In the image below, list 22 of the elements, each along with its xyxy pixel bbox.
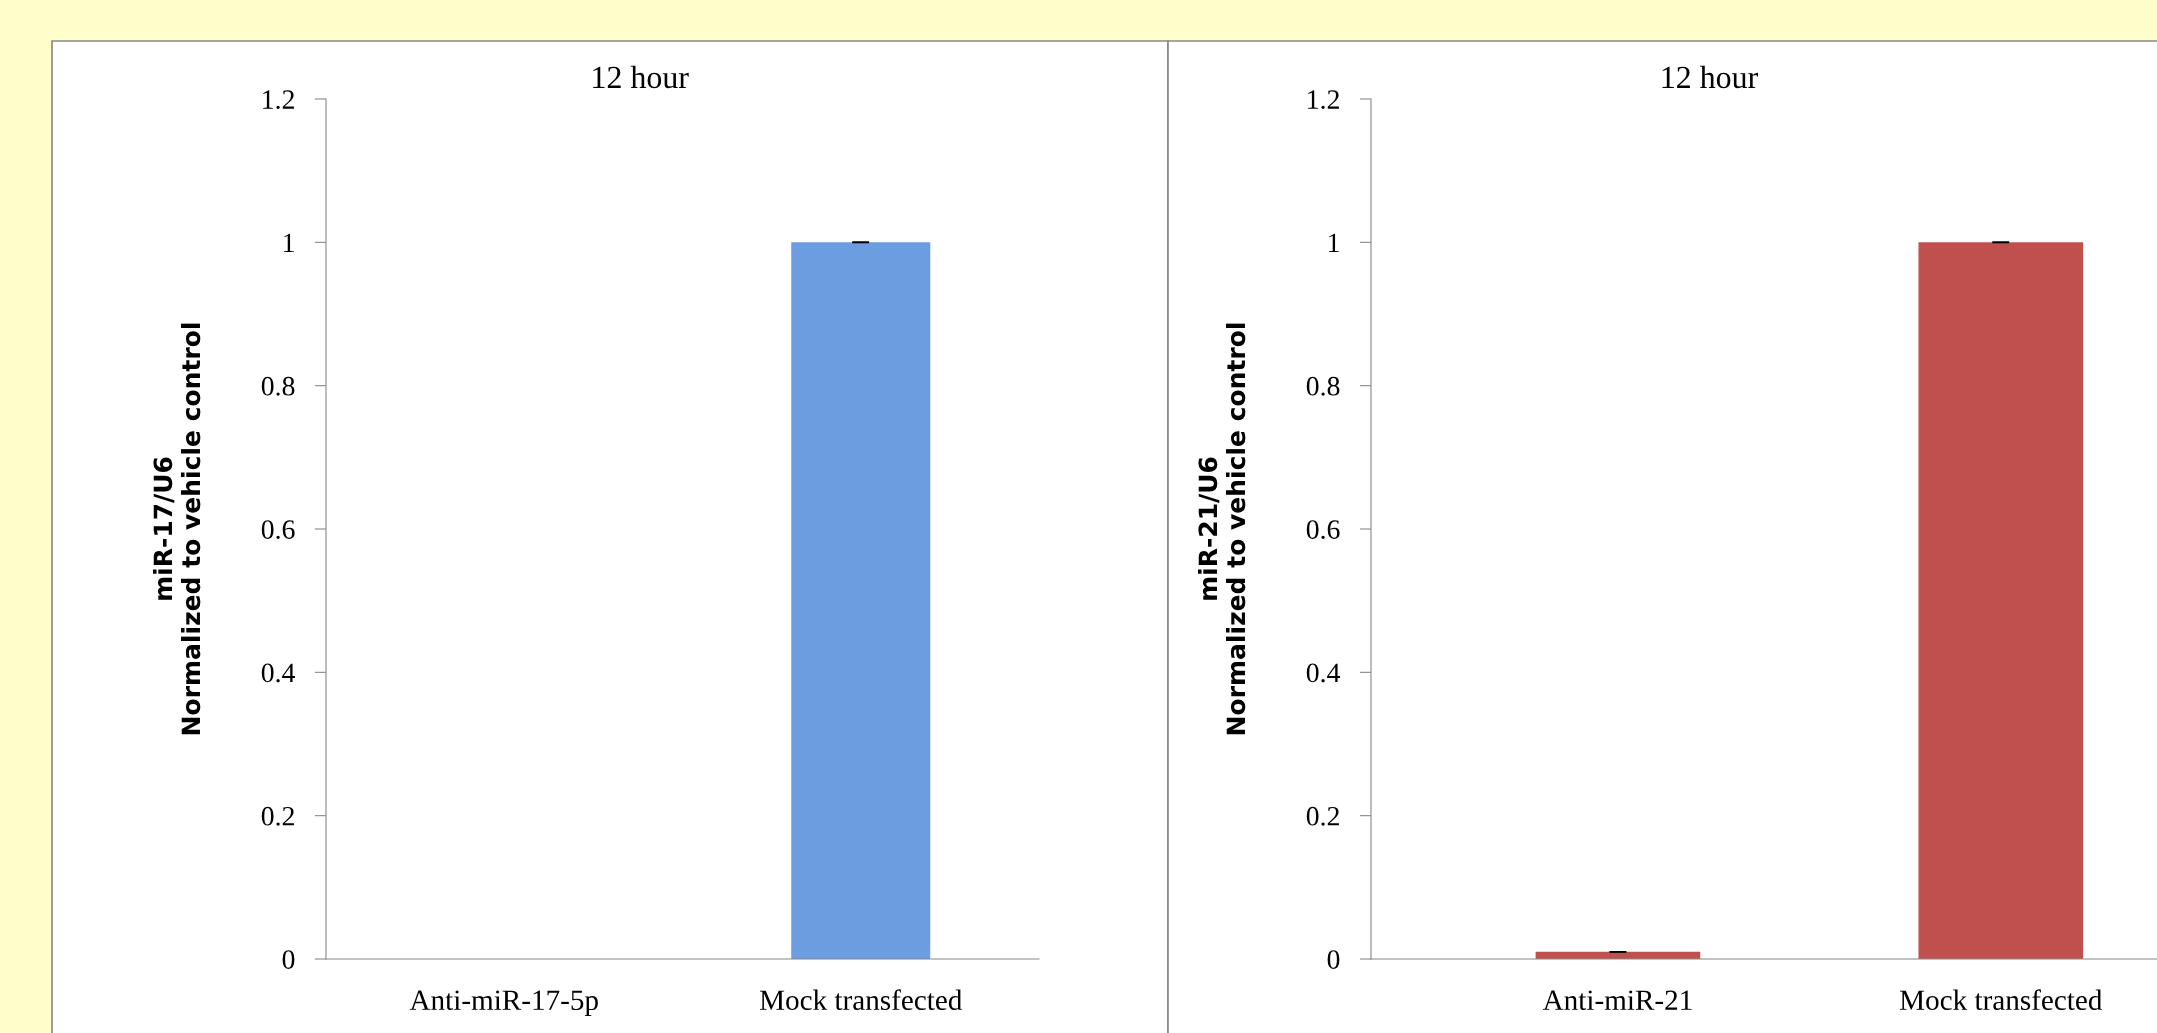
chart-title: 12 hour — [593, 65, 689, 89]
y-axis-title: miR-17/U6 Normalized to vehicle control — [152, 323, 201, 735]
y-tick-label: 0.8 — [261, 376, 295, 396]
chart-title: 12 hour — [1662, 65, 1758, 89]
x-tick-label: Mock transfected — [759, 989, 963, 1011]
y-tick-label: 0.4 — [1306, 663, 1341, 683]
y-tick-label: 0.8 — [1306, 376, 1340, 396]
y-tick-label: 0 — [282, 950, 295, 969]
y-tick-label: 0.2 — [1306, 806, 1339, 826]
y-axis-title: miR-21/U6 Normalized to vehicle control — [1197, 323, 1246, 735]
y-tick-label: 0.6 — [261, 520, 295, 540]
y-tick-label: 1.2 — [1308, 90, 1339, 110]
y-tick-label: 0 — [1327, 950, 1340, 969]
y-tick-label: 1.2 — [263, 90, 294, 110]
y-tick-label: 1 — [1329, 233, 1339, 252]
y-tick-label: 1 — [284, 233, 294, 252]
y-tick-label: 0.4 — [261, 663, 296, 683]
y-tick-label: 0.6 — [1306, 520, 1340, 540]
x-tick-label: Anti-miR-17-5p — [409, 990, 598, 1017]
y-tick-label: 0.2 — [261, 806, 294, 826]
x-tick-label: Mock transfected — [1899, 989, 2103, 1011]
x-tick-label: Anti-miR-21 — [1542, 990, 1692, 1011]
